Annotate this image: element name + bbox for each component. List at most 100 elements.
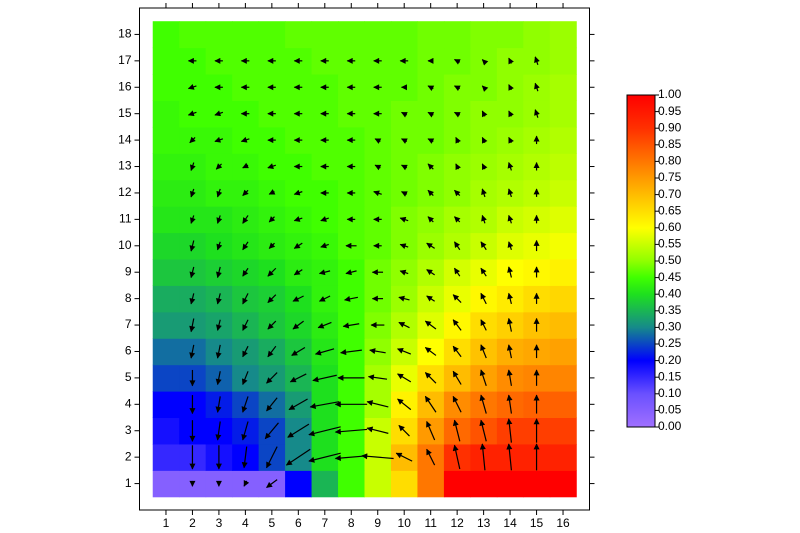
vector-arrow bbox=[318, 295, 331, 302]
heat-cell bbox=[152, 100, 180, 128]
color-bar-label: 0.40 bbox=[658, 286, 682, 300]
heat-cell bbox=[496, 470, 524, 498]
vector-arrow bbox=[242, 189, 249, 197]
y-tick-label: 16 bbox=[118, 79, 132, 93]
vector-arrow bbox=[455, 163, 461, 171]
heat-cell bbox=[152, 364, 180, 392]
vector-arrow bbox=[240, 136, 250, 143]
vector-arrow bbox=[242, 267, 249, 277]
vector-arrow bbox=[453, 58, 461, 65]
vector-arrow bbox=[479, 419, 487, 442]
vector-arrow bbox=[481, 163, 488, 171]
vector-arrow bbox=[426, 420, 436, 441]
vector-arrow bbox=[216, 215, 223, 224]
vector-arrow bbox=[506, 443, 513, 471]
vector-arrow bbox=[189, 293, 196, 305]
vector-arrow bbox=[480, 344, 487, 359]
vector-arrow bbox=[452, 294, 462, 304]
vector-arrow bbox=[426, 242, 435, 249]
y-tick-label: 8 bbox=[125, 291, 132, 305]
color-bar-label: 0.65 bbox=[658, 203, 682, 217]
vector-arrow bbox=[453, 85, 461, 92]
y-tick-label: 3 bbox=[125, 423, 132, 437]
vector-arrow bbox=[452, 345, 462, 358]
vector-arrow bbox=[241, 446, 248, 469]
vector-arrow bbox=[189, 240, 196, 252]
heat-cell bbox=[152, 179, 180, 207]
heat-cell bbox=[496, 21, 524, 49]
vector-arrow bbox=[266, 397, 278, 412]
vector-arrow bbox=[427, 189, 434, 197]
heat-cell bbox=[285, 470, 313, 498]
vector-arrow bbox=[480, 267, 487, 277]
vector-arrow bbox=[397, 348, 412, 355]
vector-arrow bbox=[454, 267, 461, 277]
vector-arrow bbox=[215, 293, 222, 305]
vector-arrow bbox=[268, 216, 276, 223]
vector-arrow bbox=[288, 398, 308, 411]
y-tick-label: 6 bbox=[125, 344, 132, 358]
heat-cell bbox=[443, 21, 471, 49]
vector-arrow bbox=[264, 422, 279, 440]
vector-arrow bbox=[506, 317, 513, 332]
vector-arrow bbox=[427, 85, 435, 92]
y-tick-label: 2 bbox=[125, 449, 132, 463]
vector-arrow bbox=[215, 371, 222, 386]
heat-cell bbox=[311, 470, 339, 498]
vector-arrow bbox=[424, 347, 437, 356]
vector-arrow bbox=[507, 188, 514, 198]
heat-cell bbox=[152, 311, 180, 339]
vector-arrow bbox=[454, 189, 461, 197]
heat-cell bbox=[152, 47, 180, 75]
vector-arrow bbox=[397, 373, 412, 383]
vector-arrow bbox=[242, 241, 249, 251]
x-tick-label: 14 bbox=[503, 516, 517, 530]
x-tick-label: 6 bbox=[295, 516, 302, 530]
vector-arrow bbox=[506, 344, 513, 359]
heat-cell bbox=[364, 470, 392, 498]
vector-arrow bbox=[452, 319, 462, 331]
vector-arrow bbox=[479, 394, 487, 414]
color-bar-label: 1.00 bbox=[658, 87, 682, 101]
color-bar-label: 0.00 bbox=[658, 419, 682, 433]
vector-arrow bbox=[187, 84, 197, 90]
vector-arrow bbox=[398, 295, 410, 302]
vector-arrow bbox=[292, 295, 304, 302]
heat-cell bbox=[470, 21, 498, 49]
color-bar-label: 0.55 bbox=[658, 237, 682, 251]
vector-arrow bbox=[291, 346, 306, 356]
vector-arrow bbox=[427, 216, 434, 223]
vector-arrow bbox=[215, 319, 222, 331]
heat-cell bbox=[417, 470, 445, 498]
vector-arrow bbox=[293, 189, 303, 196]
vector-arrow bbox=[534, 56, 540, 65]
x-tick-label: 10 bbox=[398, 516, 412, 530]
color-bar-label: 0.80 bbox=[658, 154, 682, 168]
color-bar-label: 0.75 bbox=[658, 170, 682, 184]
vector-arrow bbox=[506, 394, 513, 414]
vector-arrow bbox=[268, 189, 276, 195]
x-tick-label: 9 bbox=[374, 516, 381, 530]
x-tick-label: 13 bbox=[477, 516, 491, 530]
y-tick-label: 14 bbox=[118, 132, 132, 146]
heat-cell bbox=[232, 21, 260, 49]
vector-arrow bbox=[367, 374, 388, 381]
heat-cell bbox=[152, 126, 180, 154]
vector-arrow bbox=[340, 349, 362, 356]
vector-arrow bbox=[216, 188, 223, 198]
vector-arrow bbox=[214, 110, 224, 117]
color-bar-label: 0.15 bbox=[658, 369, 682, 383]
vector-arrow bbox=[215, 344, 222, 359]
heat-cell bbox=[549, 232, 577, 260]
x-tick-label: 5 bbox=[269, 516, 276, 530]
vector-arrow bbox=[293, 269, 303, 276]
heat-cell bbox=[549, 74, 577, 101]
heat-cell bbox=[152, 391, 180, 419]
heat-cell bbox=[152, 21, 180, 49]
vector-arrow bbox=[312, 374, 337, 383]
heat-cell bbox=[549, 100, 577, 128]
vector-arrow bbox=[399, 269, 409, 276]
vector-arrow bbox=[215, 421, 222, 441]
vector-arrow bbox=[480, 292, 487, 305]
